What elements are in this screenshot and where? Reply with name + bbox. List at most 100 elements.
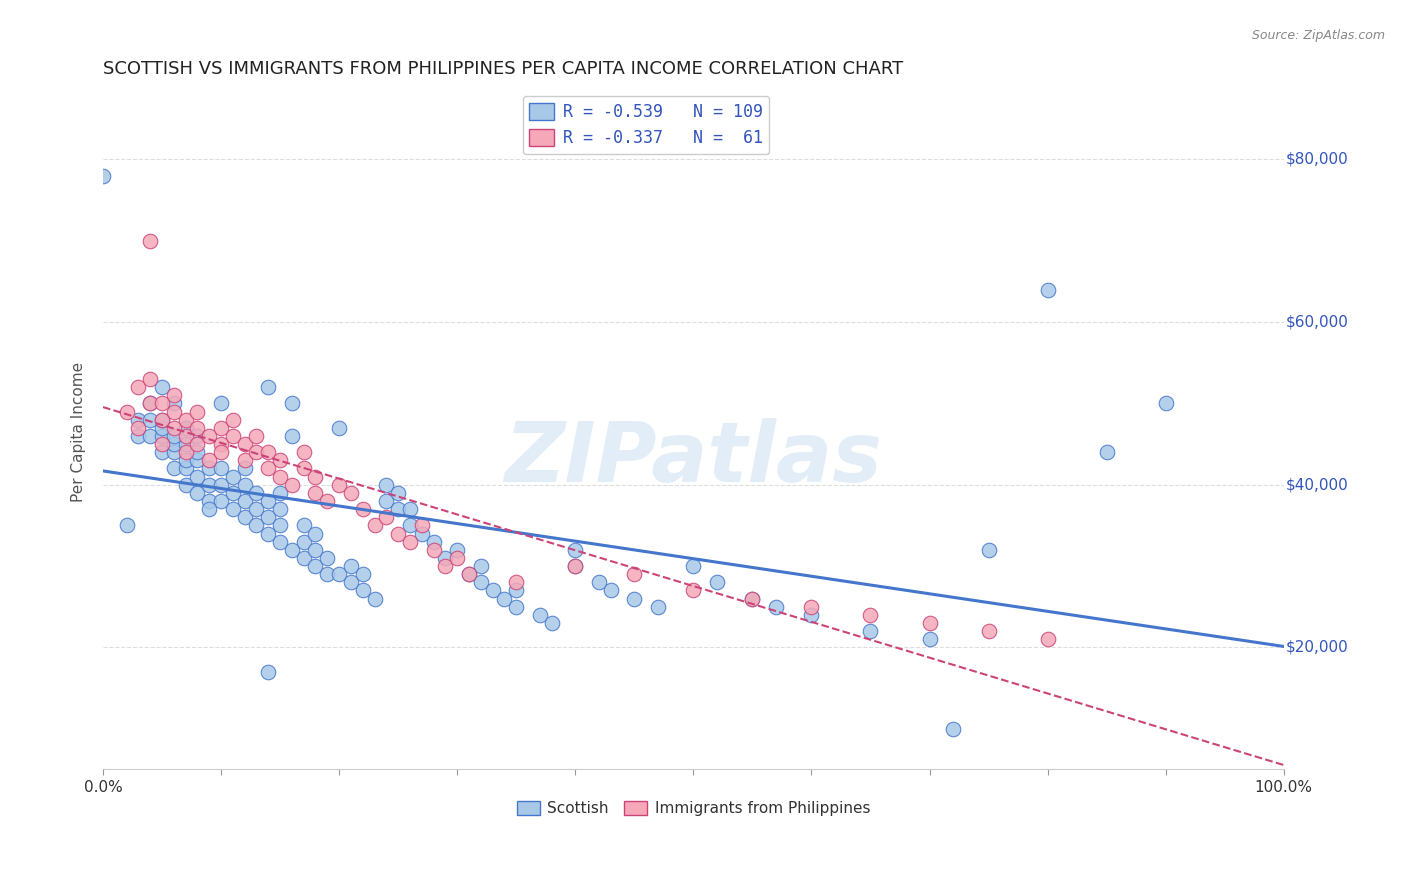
Point	[222, 502, 245, 516]
Y-axis label: Per Capita Income: Per Capita Income	[72, 362, 86, 502]
Point	[304, 559, 326, 574]
Point	[209, 494, 232, 508]
Point	[977, 624, 1000, 638]
Point	[269, 534, 291, 549]
Point	[257, 510, 280, 524]
Point	[599, 583, 621, 598]
Point	[233, 453, 256, 467]
Point	[375, 510, 398, 524]
Point	[399, 502, 422, 516]
Text: $60,000: $60,000	[1286, 315, 1348, 330]
Point	[399, 518, 422, 533]
Point	[222, 486, 245, 500]
Point	[564, 559, 586, 574]
Point	[269, 469, 291, 483]
Point	[198, 429, 221, 443]
Point	[139, 372, 162, 386]
Point	[257, 461, 280, 475]
Point	[340, 575, 363, 590]
Point	[139, 412, 162, 426]
Point	[292, 550, 315, 565]
Point	[316, 550, 339, 565]
Point	[422, 534, 444, 549]
Point	[434, 559, 457, 574]
Point	[328, 567, 350, 582]
Point	[340, 559, 363, 574]
Point	[481, 583, 503, 598]
Point	[505, 575, 527, 590]
Point	[458, 567, 481, 582]
Point	[494, 591, 516, 606]
Point	[422, 542, 444, 557]
Point	[859, 607, 882, 622]
Point	[1036, 283, 1059, 297]
Point	[918, 632, 941, 647]
Point	[647, 599, 669, 614]
Point	[198, 494, 221, 508]
Text: SCOTTISH VS IMMIGRANTS FROM PHILIPPINES PER CAPITA INCOME CORRELATION CHART: SCOTTISH VS IMMIGRANTS FROM PHILIPPINES …	[103, 60, 903, 78]
Point	[245, 502, 267, 516]
Text: $20,000: $20,000	[1286, 640, 1348, 655]
Legend: Scottish, Immigrants from Philippines: Scottish, Immigrants from Philippines	[510, 795, 876, 822]
Point	[150, 412, 173, 426]
Point	[174, 453, 197, 467]
Point	[174, 437, 197, 451]
Point	[245, 445, 267, 459]
Point	[139, 396, 162, 410]
Point	[127, 421, 149, 435]
Point	[150, 380, 173, 394]
Point	[233, 494, 256, 508]
Point	[411, 526, 433, 541]
Point	[505, 583, 527, 598]
Point	[139, 429, 162, 443]
Point	[446, 550, 468, 565]
Point	[174, 429, 197, 443]
Text: $40,000: $40,000	[1286, 477, 1348, 492]
Point	[304, 542, 326, 557]
Point	[245, 518, 267, 533]
Point	[292, 534, 315, 549]
Point	[233, 461, 256, 475]
Point	[800, 607, 823, 622]
Point	[316, 567, 339, 582]
Point	[292, 518, 315, 533]
Point	[741, 591, 763, 606]
Point	[139, 234, 162, 248]
Point	[434, 550, 457, 565]
Point	[209, 437, 232, 451]
Point	[564, 542, 586, 557]
Point	[163, 429, 186, 443]
Point	[352, 583, 374, 598]
Point	[304, 469, 326, 483]
Point	[269, 518, 291, 533]
Point	[363, 518, 385, 533]
Point	[222, 412, 245, 426]
Point	[458, 567, 481, 582]
Point	[623, 567, 645, 582]
Point	[257, 494, 280, 508]
Point	[174, 412, 197, 426]
Point	[800, 599, 823, 614]
Point	[198, 502, 221, 516]
Point	[150, 412, 173, 426]
Point	[233, 477, 256, 491]
Text: $80,000: $80,000	[1286, 152, 1348, 167]
Point	[399, 534, 422, 549]
Point	[150, 421, 173, 435]
Point	[186, 469, 208, 483]
Point	[446, 542, 468, 557]
Point	[765, 599, 787, 614]
Point	[623, 591, 645, 606]
Point	[269, 502, 291, 516]
Point	[328, 421, 350, 435]
Point	[352, 567, 374, 582]
Point	[174, 421, 197, 435]
Point	[1095, 445, 1118, 459]
Point	[387, 502, 409, 516]
Point	[233, 437, 256, 451]
Point	[163, 445, 186, 459]
Point	[174, 461, 197, 475]
Point	[209, 396, 232, 410]
Point	[1036, 632, 1059, 647]
Point	[375, 494, 398, 508]
